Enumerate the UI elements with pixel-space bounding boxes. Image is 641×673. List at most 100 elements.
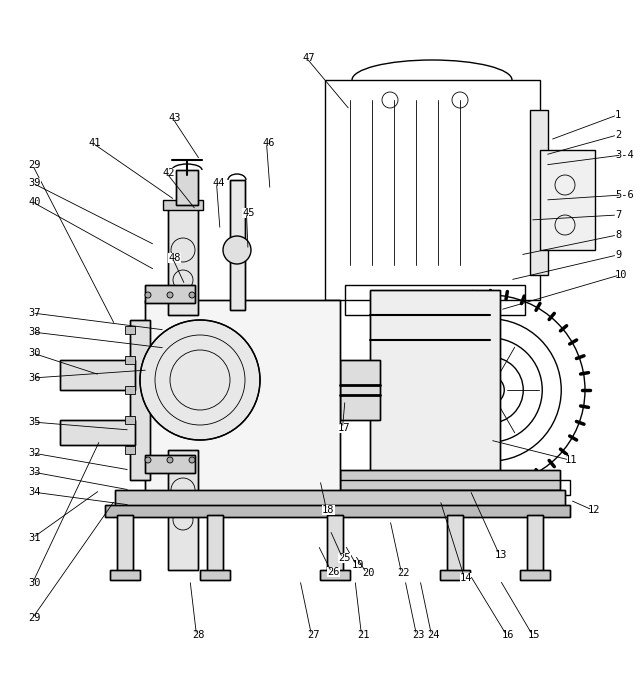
Text: 35: 35 <box>28 417 40 427</box>
Bar <box>145 285 195 303</box>
Text: 13: 13 <box>495 550 508 560</box>
Bar <box>370 290 500 490</box>
Bar <box>145 455 195 473</box>
Circle shape <box>167 457 173 463</box>
Bar <box>345 285 525 315</box>
Bar <box>125 356 135 364</box>
Bar <box>115 490 565 508</box>
Text: 47: 47 <box>302 53 315 63</box>
Bar <box>60 360 135 390</box>
Text: 19: 19 <box>352 560 365 570</box>
Bar <box>168 205 198 315</box>
Text: 30: 30 <box>28 578 40 588</box>
Text: 11: 11 <box>565 455 578 465</box>
Bar <box>176 170 198 205</box>
Bar <box>207 515 223 575</box>
Text: 24: 24 <box>427 630 440 640</box>
Bar <box>125 326 135 334</box>
Bar <box>168 450 198 570</box>
Text: 27: 27 <box>307 630 319 640</box>
Bar <box>125 416 135 424</box>
Circle shape <box>223 236 251 264</box>
Bar <box>230 180 245 310</box>
Text: 22: 22 <box>397 568 410 578</box>
Text: 18: 18 <box>322 505 335 515</box>
Bar <box>440 570 470 580</box>
Bar <box>163 200 203 210</box>
Bar <box>520 570 550 580</box>
Bar <box>105 505 570 517</box>
Bar <box>110 570 140 580</box>
Circle shape <box>189 457 195 463</box>
Text: 38: 38 <box>28 327 40 337</box>
Bar <box>168 450 198 570</box>
Text: 44: 44 <box>212 178 224 188</box>
Bar <box>230 180 245 310</box>
Text: 31: 31 <box>28 533 40 543</box>
Text: 40: 40 <box>28 197 40 207</box>
Bar <box>110 570 140 580</box>
Bar <box>115 490 565 508</box>
Bar <box>340 470 560 490</box>
Text: 33: 33 <box>28 467 40 477</box>
Text: 45: 45 <box>242 208 254 218</box>
Text: 10: 10 <box>615 270 628 280</box>
Bar <box>447 515 463 575</box>
Bar <box>176 170 198 205</box>
Bar <box>340 360 380 420</box>
Text: 12: 12 <box>588 505 601 515</box>
Text: 7: 7 <box>615 210 621 220</box>
Bar <box>320 570 350 580</box>
Text: 23: 23 <box>412 630 424 640</box>
Text: 36: 36 <box>28 373 40 383</box>
Text: 39: 39 <box>28 178 40 188</box>
Bar <box>145 455 195 473</box>
Circle shape <box>145 292 151 298</box>
Circle shape <box>189 292 195 298</box>
Text: 15: 15 <box>528 630 540 640</box>
Text: 42: 42 <box>162 168 174 178</box>
Text: 1: 1 <box>615 110 621 120</box>
Text: 30: 30 <box>28 348 40 358</box>
Bar <box>145 285 195 303</box>
Bar <box>335 480 570 495</box>
Bar <box>60 360 135 390</box>
Text: 46: 46 <box>262 138 274 148</box>
Bar <box>60 420 135 445</box>
Text: 21: 21 <box>357 630 369 640</box>
Bar <box>168 205 198 315</box>
Text: 8: 8 <box>615 230 621 240</box>
Bar <box>200 570 230 580</box>
Text: 43: 43 <box>168 113 181 123</box>
Text: 2: 2 <box>615 130 621 140</box>
Circle shape <box>167 292 173 298</box>
Text: 41: 41 <box>88 138 101 148</box>
Bar <box>145 300 340 500</box>
Circle shape <box>145 457 151 463</box>
Bar <box>340 470 560 490</box>
Bar <box>207 515 223 575</box>
Circle shape <box>140 320 260 440</box>
Text: 25: 25 <box>338 553 351 563</box>
Bar <box>145 300 340 500</box>
Text: 37: 37 <box>28 308 40 318</box>
Text: 28: 28 <box>192 630 204 640</box>
Text: 16: 16 <box>502 630 515 640</box>
Bar <box>60 420 135 445</box>
Bar <box>125 386 135 394</box>
Bar <box>130 320 150 480</box>
Bar <box>130 320 150 480</box>
Bar <box>520 570 550 580</box>
Text: 29: 29 <box>28 160 40 170</box>
Text: 17: 17 <box>338 423 351 433</box>
Bar <box>327 515 343 575</box>
Bar <box>340 360 380 420</box>
Bar <box>105 505 570 517</box>
Text: 48: 48 <box>168 253 181 263</box>
Bar <box>125 446 135 454</box>
Bar <box>370 290 500 490</box>
Bar <box>447 515 463 575</box>
Text: 5-6: 5-6 <box>615 190 634 200</box>
Text: 14: 14 <box>460 573 472 583</box>
Text: 26: 26 <box>327 567 340 577</box>
